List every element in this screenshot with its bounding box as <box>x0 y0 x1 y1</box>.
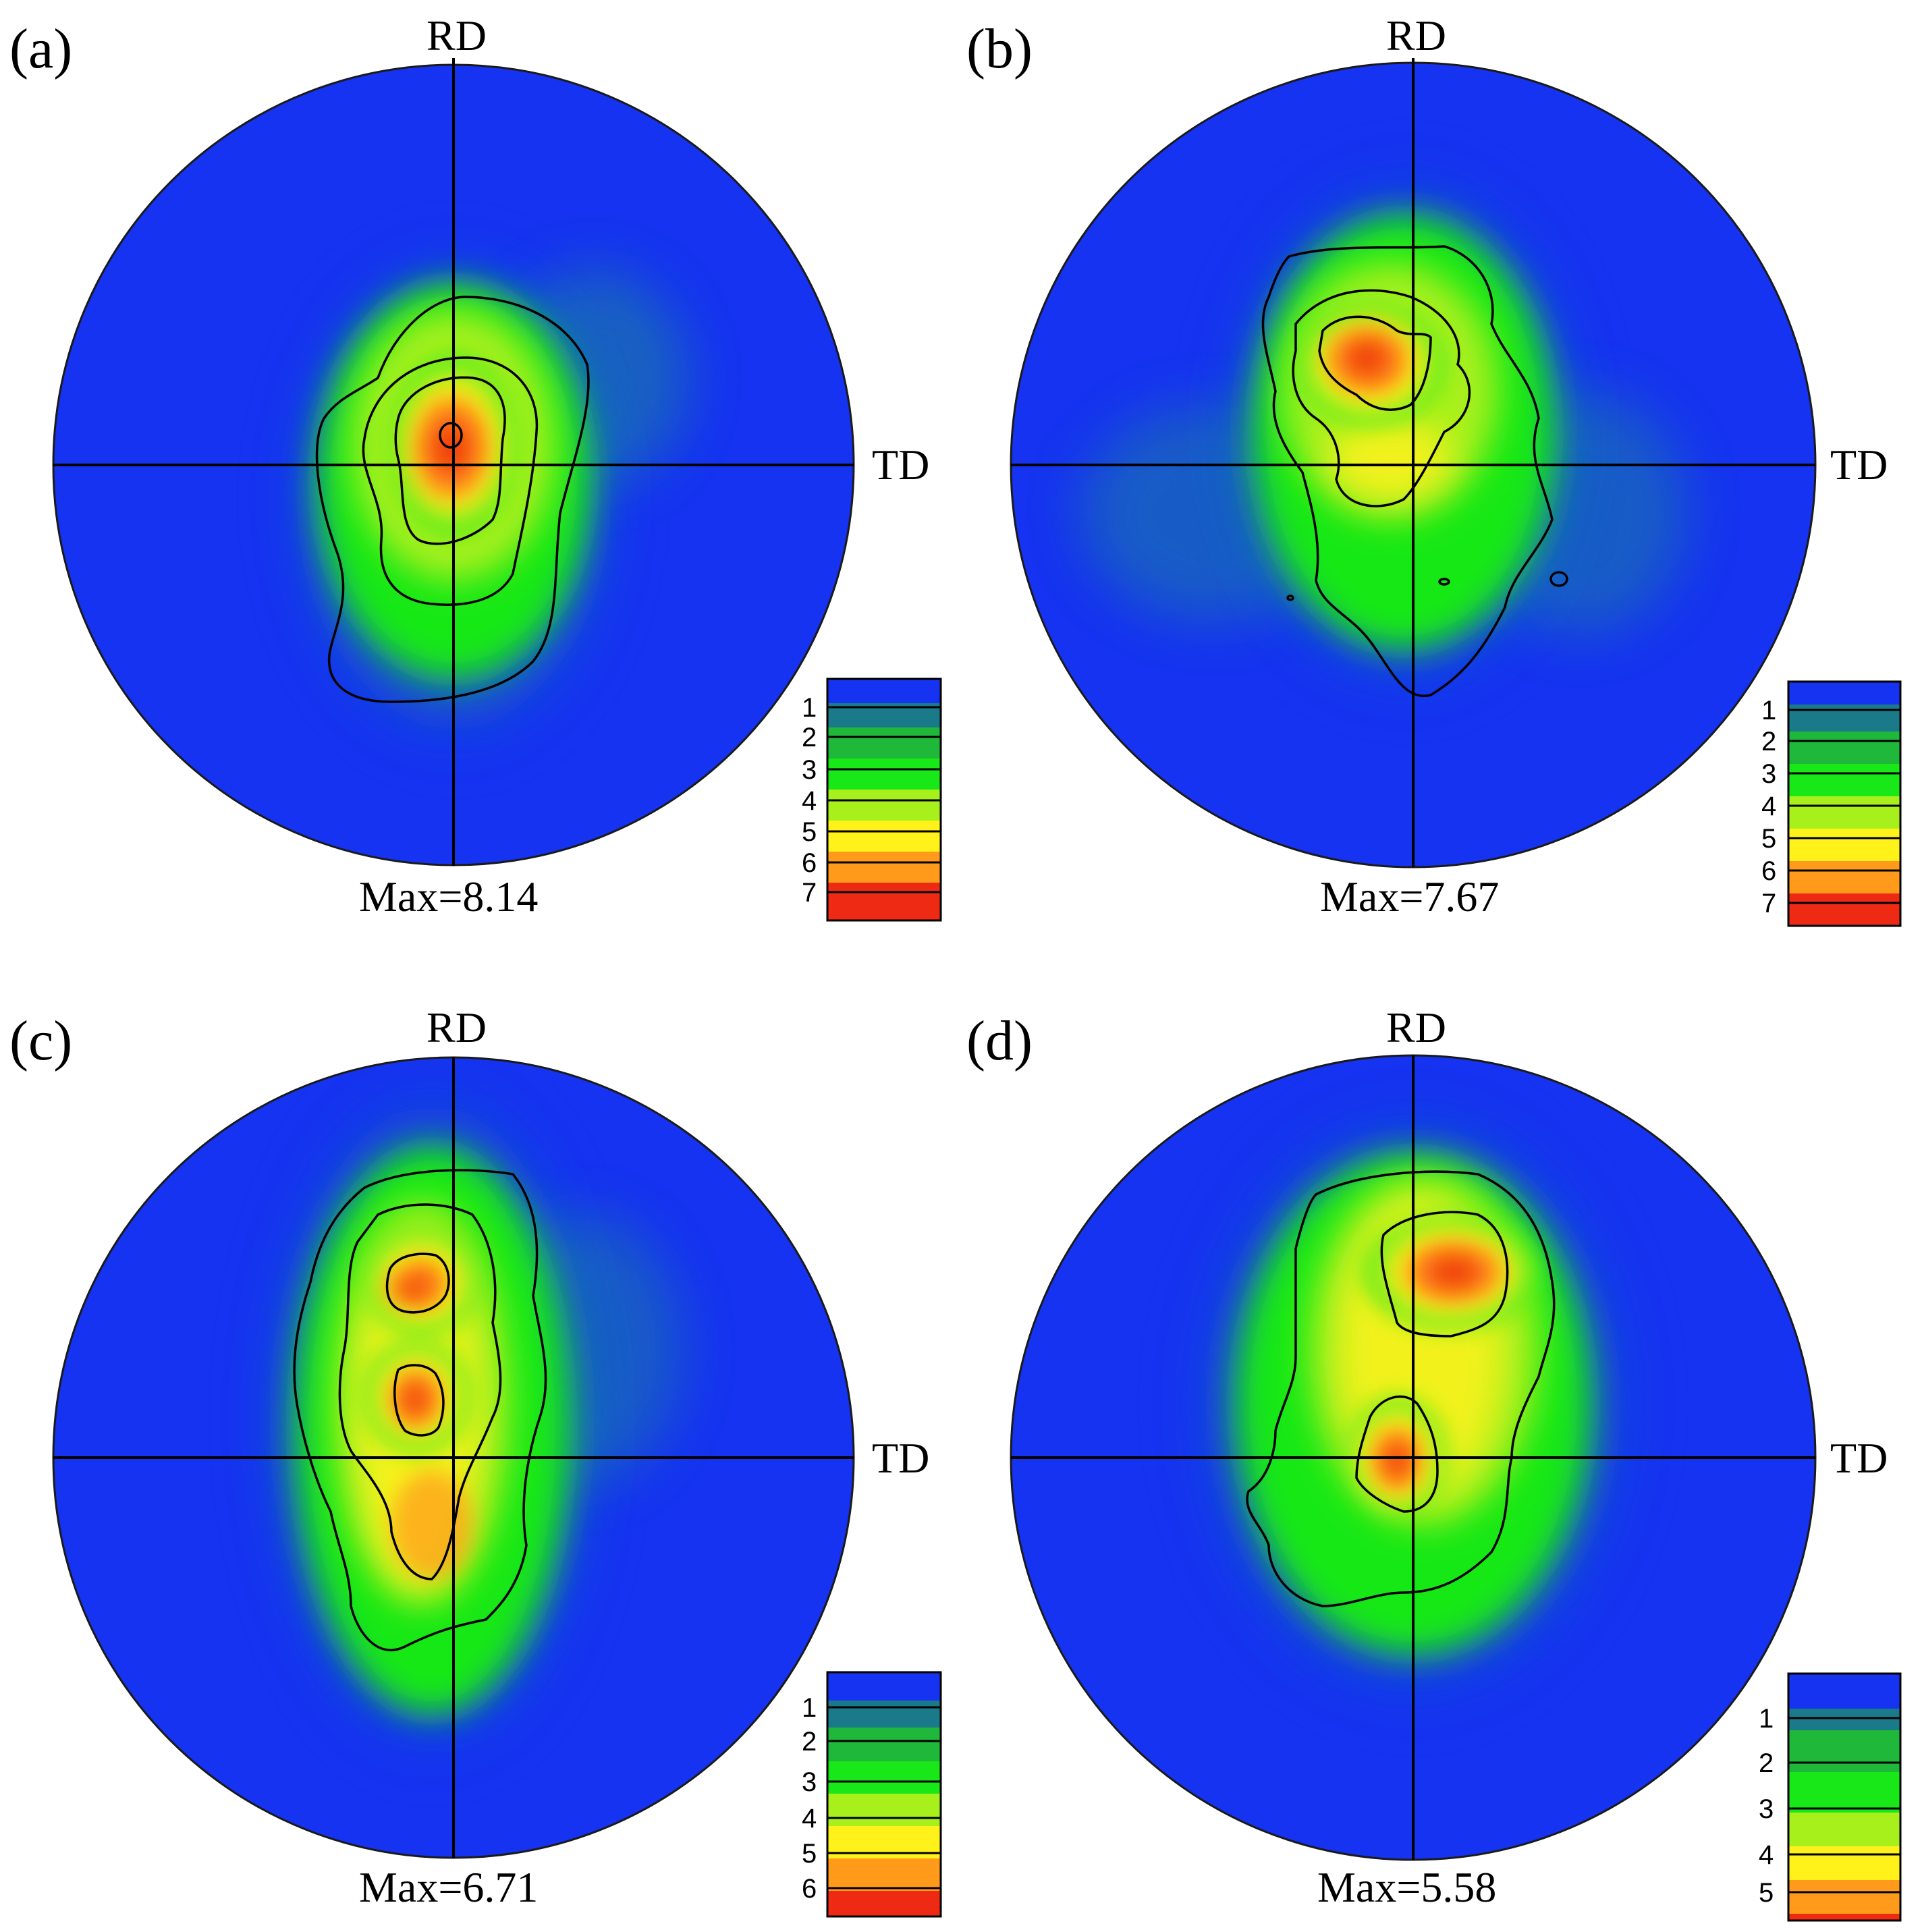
colorbar-d: 1 2 3 4 5 <box>1759 1672 1902 1922</box>
contour-a-1 <box>315 296 590 703</box>
colorbar-d-tick-3: 3 <box>1759 1794 1774 1824</box>
colorbar-a: 1 2 3 4 5 6 7 <box>802 678 942 922</box>
contour-b-1 <box>1261 245 1554 698</box>
colorbar-a-tick-5: 5 <box>802 817 817 847</box>
panel-a: (a) RD TD <box>9 11 942 922</box>
contour-b-island-3 <box>1286 595 1294 601</box>
colorbar-a-tick-1: 1 <box>802 693 817 723</box>
rd-label-a: RD <box>427 11 487 59</box>
contour-d-2 <box>1380 1211 1509 1337</box>
colorbar-a-tick-3: 3 <box>802 755 817 785</box>
max-label-c: Max=6.71 <box>359 1863 538 1911</box>
contour-c-1 <box>293 1169 547 1652</box>
contour-c-3 <box>385 1252 450 1314</box>
colorbar-a-tick-7: 7 <box>802 878 817 908</box>
contour-a-peak <box>439 422 463 449</box>
contour-d-1 <box>1246 1170 1556 1607</box>
colorbar-d-tick-1: 1 <box>1759 1704 1774 1734</box>
rd-label-c: RD <box>427 1003 487 1051</box>
contour-a-3 <box>394 376 506 545</box>
contour-b-island-1 <box>1549 571 1568 587</box>
contour-c-4 <box>393 1364 445 1437</box>
colorbar-a-tick-2: 2 <box>802 723 817 752</box>
td-label-b: TD <box>1830 441 1888 489</box>
colorbar-b-tick-7: 7 <box>1761 889 1776 918</box>
colorbar-b-tick-6: 6 <box>1761 856 1776 886</box>
rd-label-d: RD <box>1386 1003 1446 1051</box>
rd-label-b: RD <box>1386 11 1446 59</box>
colorbar-b: 1 2 3 4 5 6 7 <box>1761 680 1902 927</box>
colorbar-a-tick-4: 4 <box>802 786 817 816</box>
panel-c: (c) RD TD <box>9 1003 942 1918</box>
max-label-b: Max=7.67 <box>1320 873 1499 920</box>
contour-b-2 <box>1292 289 1471 507</box>
contour-c-2 <box>338 1203 502 1580</box>
panel-label-b: (b) <box>966 18 1033 80</box>
contour-a-2 <box>362 356 539 606</box>
panel-label-a: (a) <box>9 18 72 80</box>
colorbar-d-tick-4: 4 <box>1759 1840 1774 1870</box>
contour-b-island-2 <box>1438 578 1450 586</box>
colorbar-b-tick-2: 2 <box>1761 727 1776 756</box>
colorbar-c: 1 2 3 4 5 6 <box>802 1671 942 1918</box>
contour-b-3 <box>1318 315 1432 411</box>
colorbar-b-tick-5: 5 <box>1761 824 1776 854</box>
colorbar-b-tick-1: 1 <box>1761 696 1776 725</box>
td-label-a: TD <box>872 441 929 489</box>
colorbar-c-tick-6: 6 <box>802 1874 817 1904</box>
colorbar-b-tick-4: 4 <box>1761 792 1776 821</box>
colorbar-c-tick-5: 5 <box>802 1839 817 1869</box>
colorbar-d-tick-2: 2 <box>1759 1748 1774 1778</box>
td-label-d: TD <box>1830 1434 1888 1482</box>
max-label-d: Max=5.58 <box>1317 1863 1496 1911</box>
max-label-a: Max=8.14 <box>359 873 538 920</box>
panel-d: (d) RD TD <box>966 1003 1902 1922</box>
colorbar-c-tick-3: 3 <box>802 1767 817 1797</box>
colorbar-c-tick-2: 2 <box>802 1727 817 1757</box>
colorbar-c-tick-4: 4 <box>802 1804 817 1833</box>
panel-label-c: (c) <box>9 1010 72 1072</box>
panel-b: (b) RD TD <box>966 11 1902 927</box>
colorbar-b-tick-3: 3 <box>1761 759 1776 789</box>
colorbar-c-tick-1: 1 <box>802 1693 817 1723</box>
colorbar-d-tick-5: 5 <box>1759 1878 1774 1908</box>
td-label-c: TD <box>872 1434 929 1482</box>
panel-label-d: (d) <box>966 1010 1033 1072</box>
colorbar-a-tick-6: 6 <box>802 848 817 878</box>
